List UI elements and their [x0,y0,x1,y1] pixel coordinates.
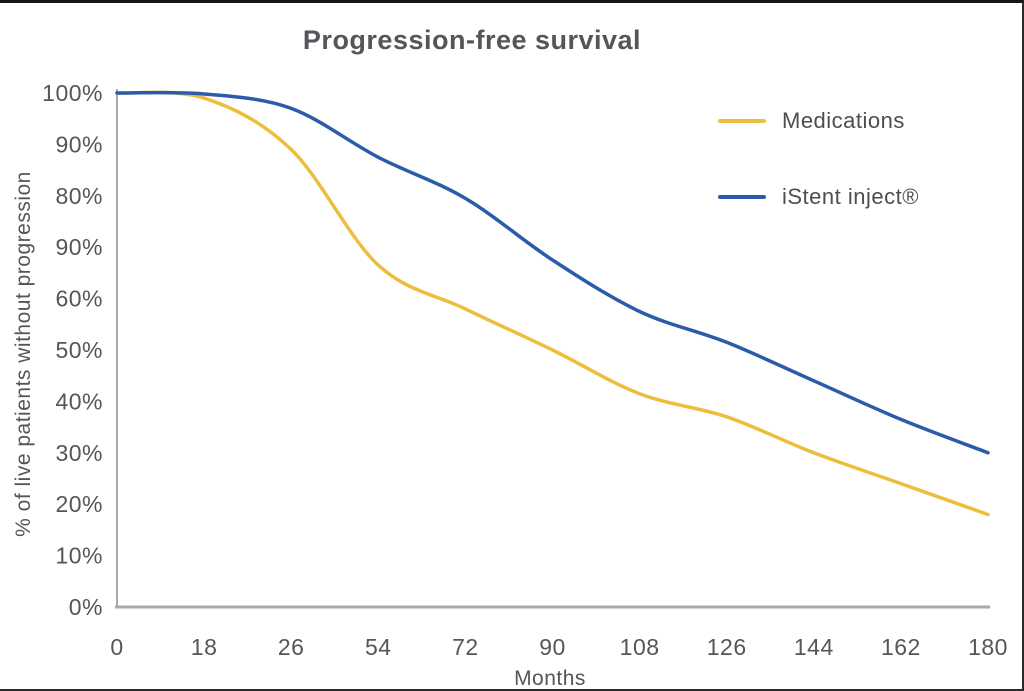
legend-label-medications: Medications [782,108,905,133]
x-tick-label: 0 [110,634,123,660]
legend-item-medications: Medications [718,108,905,134]
x-tick-label: 90 [539,634,566,660]
y-tick-label: 0% [69,594,103,620]
x-tick-label: 144 [794,634,834,660]
y-tick-label: 10% [55,543,103,569]
y-tick-label: 50% [55,337,103,363]
chart-title: Progression-free survival [302,25,642,55]
x-tick-label: 162 [881,634,921,660]
legend-label-istent: iStent inject® [782,184,919,209]
y-tick-label: 30% [55,440,103,466]
y-tick-label: 90% [55,131,103,157]
legend-item-istent: iStent inject® [718,184,919,210]
series-line-istent [115,90,990,455]
x-tick-label: 72 [452,634,479,660]
x-tick-label: 108 [620,634,660,660]
y-tick-label: 90% [55,234,103,260]
x-tick-label: 126 [707,634,747,660]
plot-area: 100% 90% 80% 90% 60% 50% 40% 30% 20% 10% 0% 0 18 26 54… [42,80,1008,660]
x-tick-label: 54 [365,634,392,660]
series-line-medications [115,90,990,517]
y-tick-label: 40% [55,388,103,414]
y-tick-label: 60% [55,286,103,312]
y-tick-label: 100% [42,80,103,106]
medications-line-swatch [718,119,766,123]
x-tick-label: 18 [191,634,218,660]
y-tick-label: 20% [55,491,103,517]
istent-line-swatch [718,195,766,199]
y-tick-label: 80% [55,183,103,209]
x-tick-label: 26 [278,634,305,660]
x-axis-title: Months [514,667,586,690]
x-tick-label: 180 [968,634,1008,660]
